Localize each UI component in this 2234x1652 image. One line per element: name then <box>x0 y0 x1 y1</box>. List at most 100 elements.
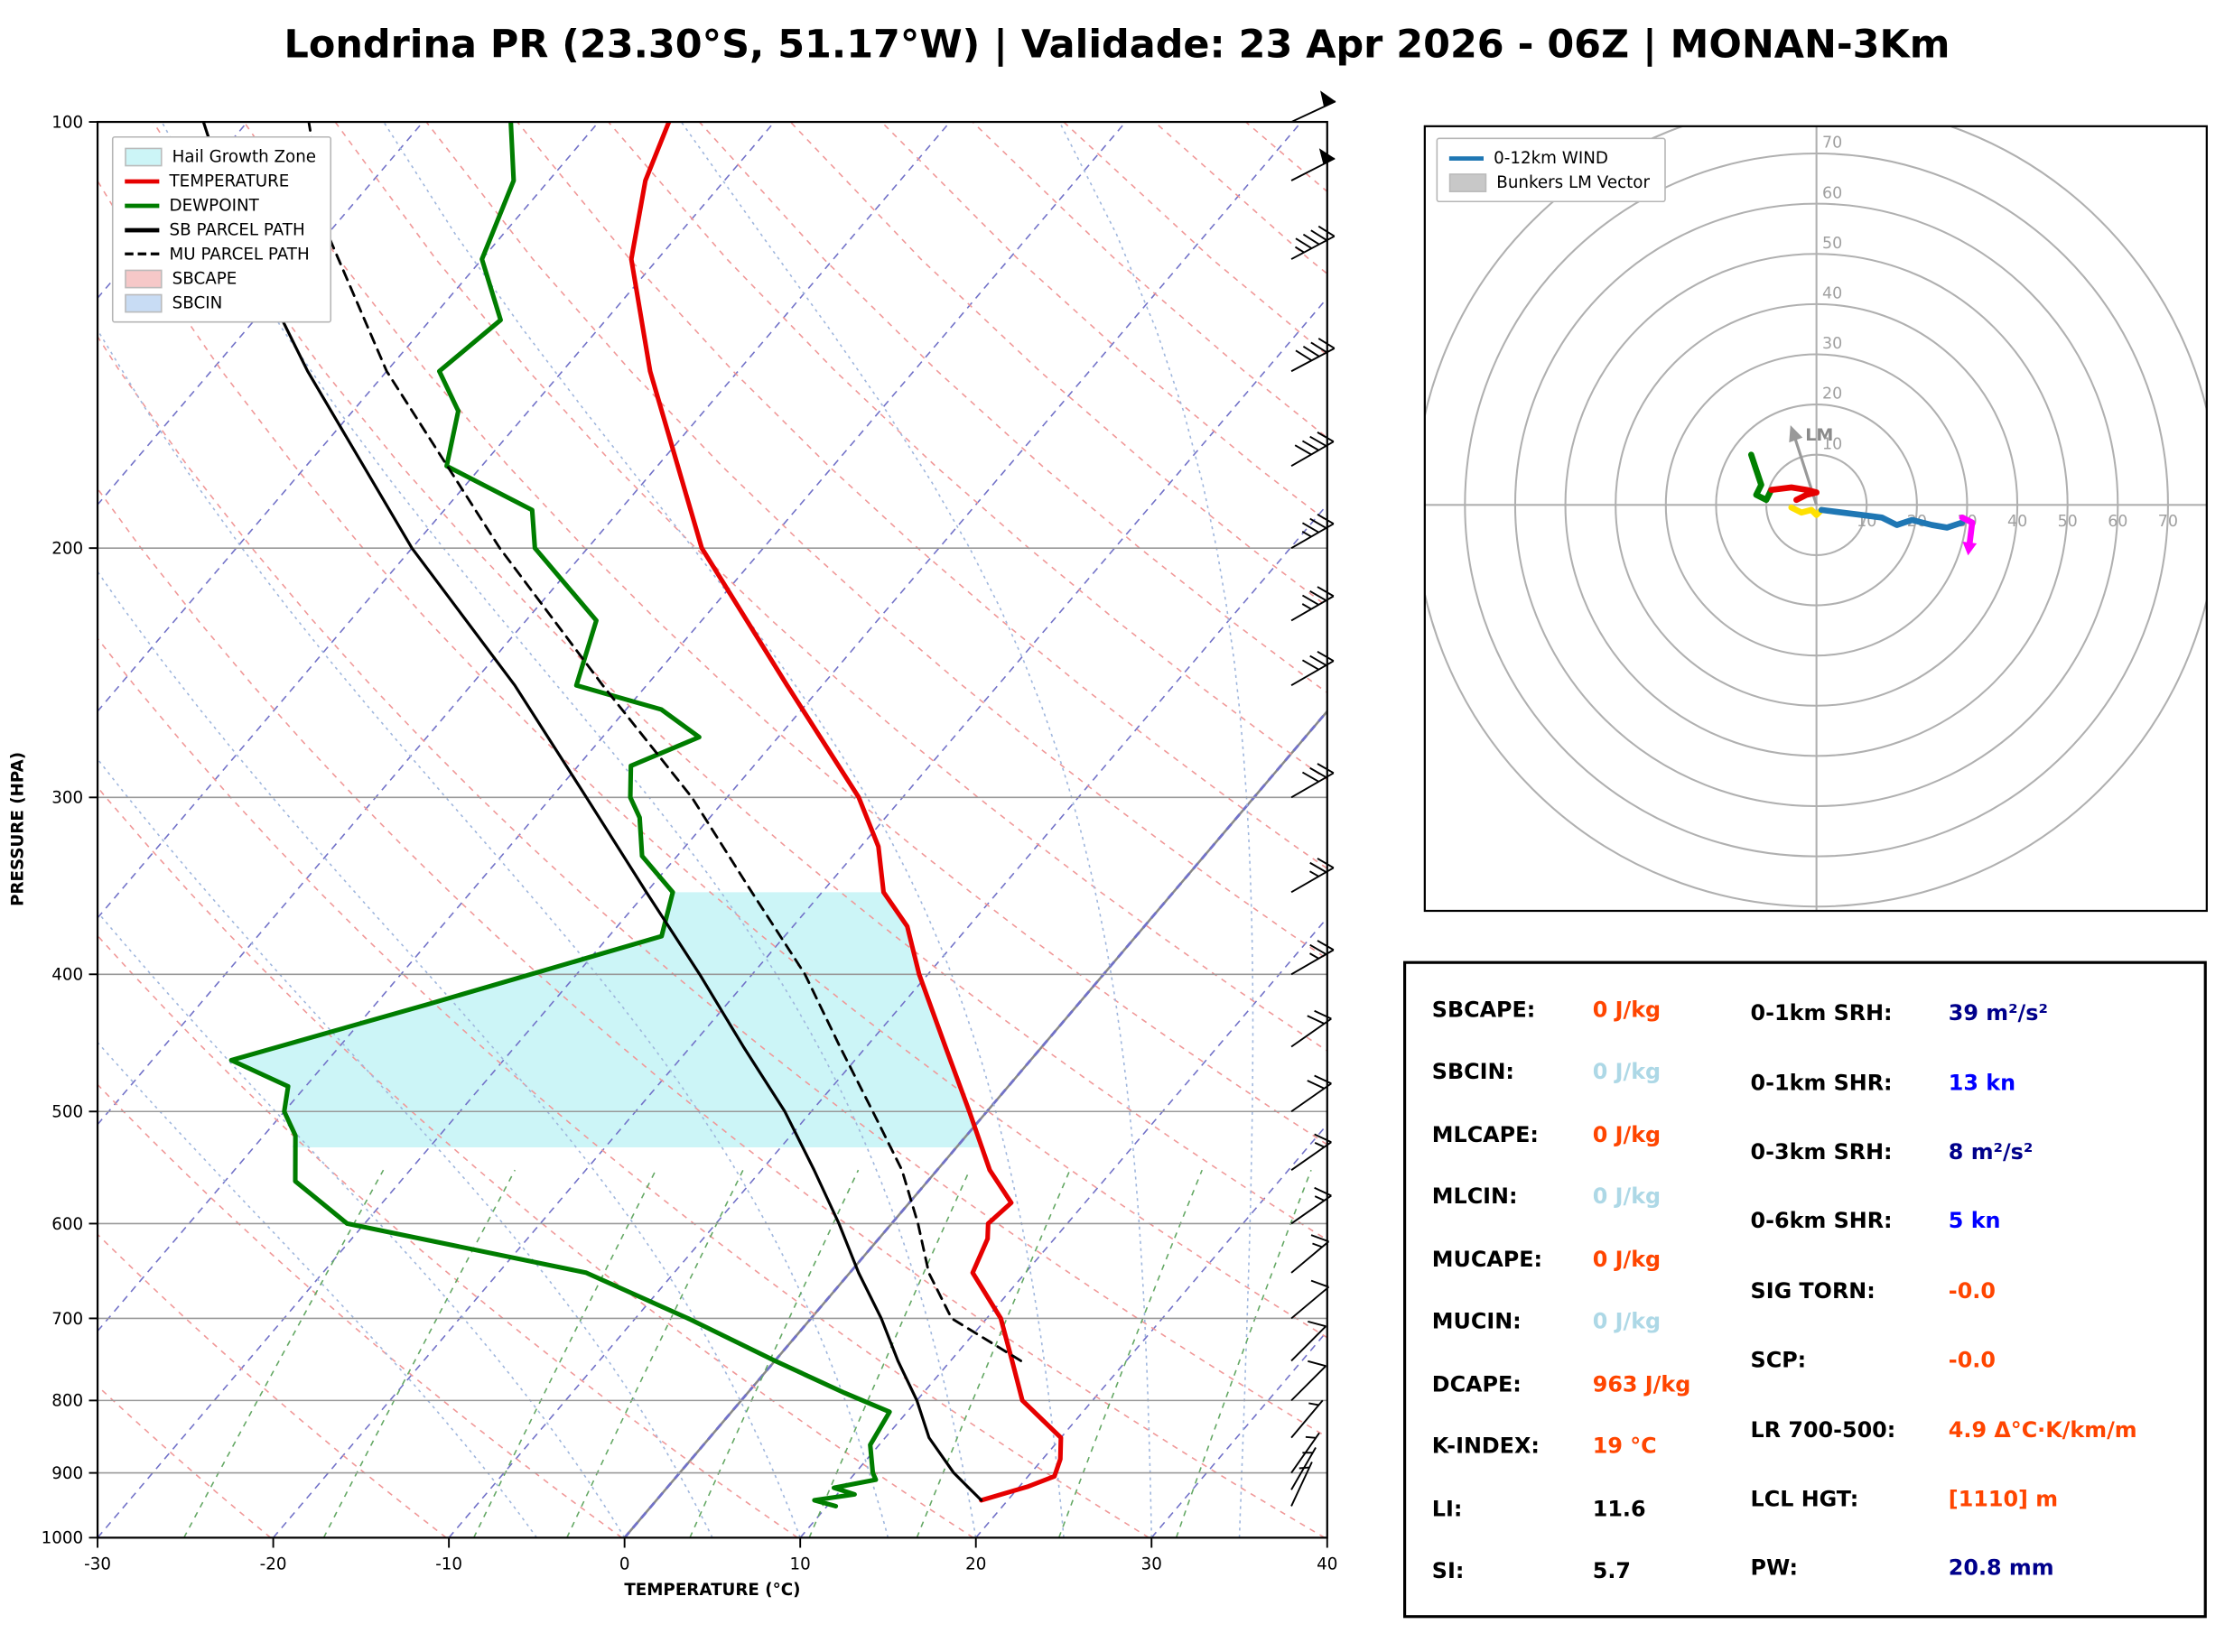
legend-label: SB PARCEL PATH <box>169 219 305 240</box>
pressure-tick-label: 400 <box>51 966 83 985</box>
hodo-ring-label: 20 <box>1822 385 1842 404</box>
index-label: DCAPE: <box>1431 1370 1522 1397</box>
hodo-ring-label: 10 <box>1822 435 1842 453</box>
x-tick-label: -10 <box>435 1555 462 1573</box>
index-row: LR 700-500: 4.9 Δ°C·K/km/m <box>1751 1395 2137 1464</box>
x-tick-label: 10 <box>790 1555 811 1573</box>
index-label: MUCAPE: <box>1431 1246 1543 1273</box>
legend-item: SBCIN <box>125 292 316 312</box>
index-row: SBCAPE: 0 J/kg <box>1432 979 1691 1041</box>
pressure-tick-label: 1000 <box>42 1529 84 1548</box>
index-label: 0-1km SHR: <box>1750 1069 1893 1096</box>
index-value: 19 °C <box>1592 1433 1657 1460</box>
index-row: 0-1km SHR: 13 kn <box>1751 1048 2137 1118</box>
indices-column-right: 0-1km SRH: 39 m²/s² 0-1km SHR: 13 kn 0-3km S… <box>1751 979 2137 1603</box>
legend-label: TEMPERATURE <box>169 171 290 191</box>
index-row: LI: 11.6 <box>1432 1478 1691 1540</box>
index-label: SBCIN: <box>1431 1059 1514 1085</box>
index-row: MUCIN: 0 J/kg <box>1432 1290 1691 1352</box>
index-row: LCL HGT: [1110] m <box>1751 1464 2137 1534</box>
index-label: LI: <box>1431 1495 1463 1522</box>
index-label: K-INDEX: <box>1431 1433 1540 1460</box>
x-tick-label: -30 <box>84 1555 111 1573</box>
hodograph-trace-segment <box>1768 484 1820 504</box>
index-row: MLCIN: 0 J/kg <box>1432 1165 1691 1228</box>
legend-item: SBCAPE <box>125 268 316 288</box>
hodograph-trace-segment <box>1788 504 1825 518</box>
hodo-ring-label: 70 <box>1822 135 1842 153</box>
hodo-ring-label: 40 <box>2007 513 2027 531</box>
x-axis-title: TEMPERATURE (°C) <box>624 1581 800 1600</box>
skewt-legend: Hail Growth Zone TEMPERATURE DEWPOINT SB PA… <box>111 135 332 323</box>
hodo-ring-label: 70 <box>2158 513 2178 531</box>
index-row: PW: 20.8 mm <box>1751 1534 2137 1603</box>
index-label: 0-1km SRH: <box>1750 999 1893 1026</box>
index-value: 5.7 <box>1592 1558 1631 1584</box>
legend-label: DEWPOINT <box>169 195 259 216</box>
index-row: K-INDEX: 19 °C <box>1432 1415 1691 1478</box>
hodograph-trace-segment <box>1747 451 1774 504</box>
index-value: 963 J/kg <box>1592 1370 1691 1397</box>
legend-item: DEWPOINT <box>125 195 316 215</box>
hail-growth-zone <box>231 892 980 1148</box>
index-value: 0 J/kg <box>1592 996 1662 1023</box>
index-row: DCAPE: 963 J/kg <box>1432 1352 1691 1415</box>
index-label: LCL HGT: <box>1750 1486 1859 1512</box>
legend-item: 0-12km WIND <box>1448 147 1650 168</box>
sb-parcel-path-curve <box>201 122 983 1502</box>
index-row: SBCIN: 0 J/kg <box>1432 1041 1691 1103</box>
legend-item: TEMPERATURE <box>125 171 316 190</box>
index-value: 20.8 mm <box>1948 1555 2054 1582</box>
pressure-tick-label: 700 <box>51 1310 83 1329</box>
hodo-ring-label: 60 <box>2108 513 2127 531</box>
index-row: SI: 5.7 <box>1432 1540 1691 1602</box>
index-row: SIG TORN: -0.0 <box>1751 1256 2137 1325</box>
hodograph-legend: 0-12km WIND Bunkers LM Vector <box>1436 137 1666 203</box>
index-row: MLCAPE: 0 J/kg <box>1432 1103 1691 1165</box>
x-tick-label: 30 <box>1141 1555 1162 1573</box>
index-value: 39 m²/s² <box>1948 999 2048 1026</box>
skewt-gridlines <box>98 122 1327 1538</box>
index-label: 0-6km SHR: <box>1750 1208 1893 1235</box>
skewt-axes: -30 -20 -10 0 10 20 30 40 100 200 300 400 500 600 700 8… <box>8 113 1337 1600</box>
hodo-ring-label: 50 <box>2058 513 2078 531</box>
x-tick-label: 40 <box>1317 1555 1337 1573</box>
legend-label: SBCIN <box>172 292 223 313</box>
legend-swatch-dewpoint <box>125 202 160 208</box>
index-value: 13 kn <box>1948 1069 2016 1096</box>
hodo-ring-label: 30 <box>1822 335 1842 353</box>
index-label: SIG TORN: <box>1750 1277 1876 1304</box>
legend-swatch-hail-growth-zone <box>125 146 163 166</box>
hodo-ring-label: 50 <box>1822 235 1842 253</box>
pressure-tick-label: 300 <box>51 789 83 808</box>
index-value: -0.0 <box>1948 1347 1996 1373</box>
indices-column-left: SBCAPE: 0 J/kg SBCIN: 0 J/kg MLCAPE: 0 J/kg ML… <box>1432 979 1691 1602</box>
hodograph-border <box>1423 125 2208 913</box>
wind-barbs <box>1290 90 1336 1507</box>
pressure-tick-label: 500 <box>51 1103 83 1122</box>
dewpoint-curve <box>228 122 892 1508</box>
index-row: SCP: -0.0 <box>1751 1325 2137 1395</box>
index-row: 0-3km SRH: 8 m²/s² <box>1751 1117 2137 1186</box>
index-value: 0 J/kg <box>1592 1121 1662 1147</box>
legend-label: 0-12km WIND <box>1494 147 1608 168</box>
legend-item: Bunkers LM Vector <box>1448 172 1650 192</box>
index-label: 0-3km SRH: <box>1750 1138 1893 1165</box>
x-tick-label: 20 <box>965 1555 986 1573</box>
index-label: SBCAPE: <box>1431 996 1536 1023</box>
chart-title: Londrina PR (23.30°S, 51.17°W) | Validad… <box>284 23 1950 68</box>
legend-item: Hail Growth Zone <box>125 146 316 166</box>
temperature-curve <box>628 122 1064 1503</box>
index-value: 0 J/kg <box>1592 1246 1662 1273</box>
index-value: [1110] m <box>1948 1486 2059 1512</box>
lm-label: LM <box>1805 425 1833 445</box>
pressure-tick-label: 600 <box>51 1215 83 1234</box>
legend-item: SB PARCEL PATH <box>125 219 316 239</box>
index-row: 0-1km SRH: 39 m²/s² <box>1751 979 2137 1048</box>
legend-swatch-0-12km-wind <box>1448 155 1484 161</box>
indices-table: SBCAPE: 0 J/kg SBCIN: 0 J/kg MLCAPE: 0 J/kg ML… <box>1403 961 2207 1619</box>
hodo-ring-label: 60 <box>1822 184 1842 202</box>
index-label: SI: <box>1431 1558 1465 1584</box>
legend-swatch-sbcin <box>125 292 163 312</box>
